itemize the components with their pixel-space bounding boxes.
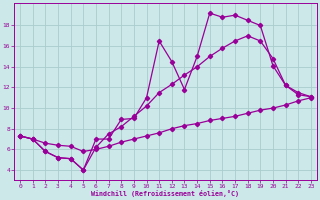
X-axis label: Windchill (Refroidissement éolien,°C): Windchill (Refroidissement éolien,°C): [92, 190, 239, 197]
